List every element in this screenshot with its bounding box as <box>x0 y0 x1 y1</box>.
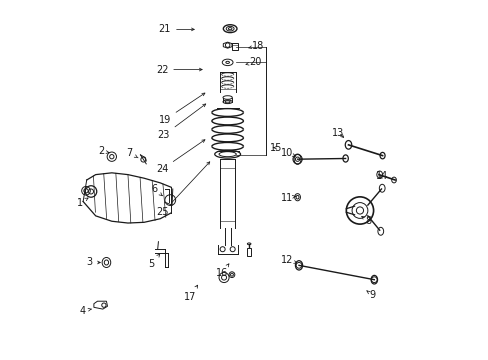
Bar <box>247 248 250 256</box>
Text: 3: 3 <box>86 257 100 267</box>
Text: 21: 21 <box>159 24 194 35</box>
Text: 22: 22 <box>156 64 202 75</box>
Text: 23: 23 <box>157 104 205 140</box>
Text: 19: 19 <box>159 93 204 125</box>
Text: 5: 5 <box>148 254 160 269</box>
Text: 10: 10 <box>280 148 295 158</box>
Text: 11: 11 <box>280 193 295 203</box>
Text: 15: 15 <box>269 143 282 153</box>
Bar <box>231 43 238 50</box>
Text: 2: 2 <box>98 146 109 156</box>
Text: 12: 12 <box>280 255 296 265</box>
Text: 25: 25 <box>156 162 209 217</box>
Text: 6: 6 <box>151 184 162 196</box>
Text: 7: 7 <box>126 148 138 158</box>
Text: 8: 8 <box>361 216 370 226</box>
Text: 20: 20 <box>245 57 261 67</box>
Text: 24: 24 <box>156 140 204 174</box>
Text: 18: 18 <box>248 41 264 51</box>
Text: 4: 4 <box>79 306 91 316</box>
Text: 17: 17 <box>183 285 197 302</box>
Text: 1: 1 <box>76 198 88 208</box>
Text: 9: 9 <box>366 291 375 301</box>
Text: 14: 14 <box>376 171 388 181</box>
Text: 16: 16 <box>216 264 228 278</box>
Text: 13: 13 <box>332 128 344 138</box>
